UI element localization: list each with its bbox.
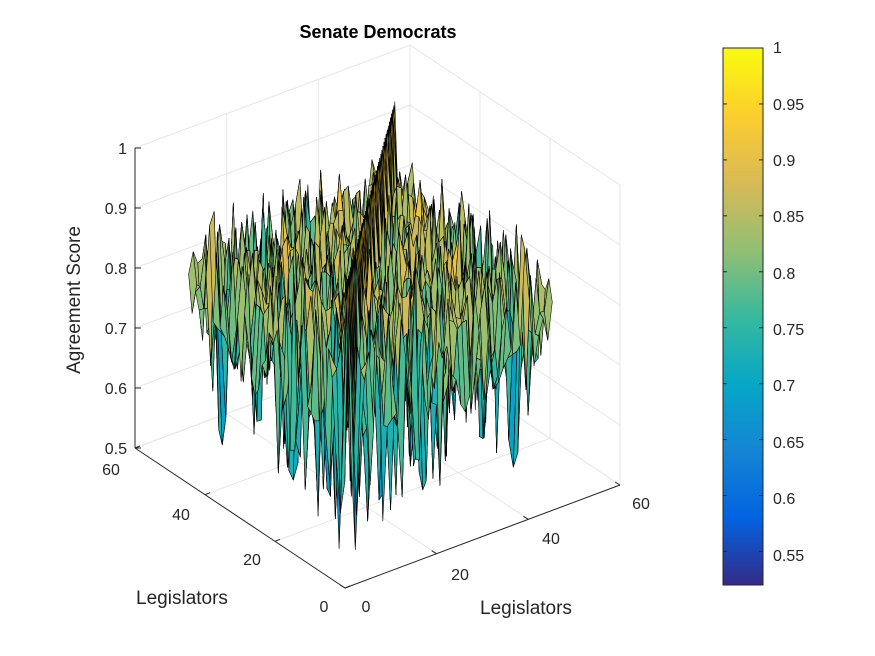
- colorbar-tick-labels: 0.55 0.6 0.65 0.7 0.75 0.8 0.85 0.9 0.95…: [773, 40, 804, 565]
- gridline: [409, 104, 621, 246]
- colorbar-tick-label: 0.75: [773, 322, 804, 339]
- x-tick-label: 0: [362, 599, 371, 616]
- x-tick-labels: 0 20 40 60: [362, 496, 650, 616]
- colorbar-bar: [722, 47, 764, 586]
- z-tick-label: 0.7: [105, 321, 127, 338]
- axis-box: [134, 147, 621, 589]
- y-tick-label: 60: [102, 462, 120, 479]
- colorbar-tick-label: 0.55: [773, 548, 804, 565]
- colorbar-tick-label: 0.6: [773, 491, 795, 508]
- x-axis-line: [344, 484, 621, 589]
- colorbar-tick-label: 0.9: [773, 153, 795, 170]
- y-tick-labels: 0 20 40 60: [102, 462, 328, 616]
- chart-title: Senate Democrats: [299, 22, 456, 42]
- colorbar-tick-label: 0.8: [773, 266, 795, 283]
- colorbar-tick-label: 1: [773, 40, 782, 57]
- x-tick-mark: [523, 515, 529, 520]
- z-tick-labels: 0.5 0.6 0.7 0.8 0.9 1: [105, 141, 127, 458]
- z-tick-label: 0.5: [105, 441, 127, 458]
- x-tick-mark: [431, 550, 437, 555]
- gridline: [274, 437, 551, 542]
- y-tick-label: 0: [320, 599, 329, 616]
- y-tick-label: 20: [243, 552, 261, 569]
- z-axis-label: Agreement Score: [64, 226, 85, 374]
- x-tick-label: 60: [632, 496, 650, 513]
- colorbar-tick-label: 0.95: [773, 97, 804, 114]
- gridline: [409, 44, 621, 186]
- colorbar-tick-label: 0.65: [773, 435, 804, 452]
- x-tick-label: 40: [542, 531, 560, 548]
- x-tick-mark: [339, 584, 346, 589]
- gridline: [226, 413, 437, 555]
- colorbar-tick-label: 0.7: [773, 378, 795, 395]
- y-tick-mark: [204, 492, 211, 496]
- y-axis-line: [134, 447, 346, 589]
- x-tick-label: 20: [451, 567, 469, 584]
- colorbar-ticks: [723, 47, 763, 552]
- y-tick-label: 40: [172, 507, 190, 524]
- surface-face: [544, 278, 553, 341]
- colorbar: 0.55 0.6 0.65 0.7 0.75 0.8 0.85 0.9 0.95…: [722, 40, 804, 586]
- x-tick-mark: [614, 481, 621, 486]
- y-tick-mark: [274, 538, 281, 542]
- gridline: [134, 164, 411, 269]
- gridline: [134, 104, 411, 209]
- y-tick-mark: [344, 585, 351, 589]
- x-axis-label: Legislators: [480, 598, 572, 619]
- z-tick-label: 0.6: [105, 381, 127, 398]
- z-tick-label: 0.8: [105, 261, 127, 278]
- colorbar-tick-label: 0.85: [773, 209, 804, 226]
- surface-face: [342, 279, 351, 450]
- z-tick-label: 0.9: [105, 201, 127, 218]
- z-tick-label: 1: [118, 141, 127, 158]
- y-axis-label: Legislators: [136, 588, 228, 609]
- gridline: [134, 44, 411, 149]
- surface-plot: [188, 101, 553, 550]
- gridline: [409, 164, 621, 306]
